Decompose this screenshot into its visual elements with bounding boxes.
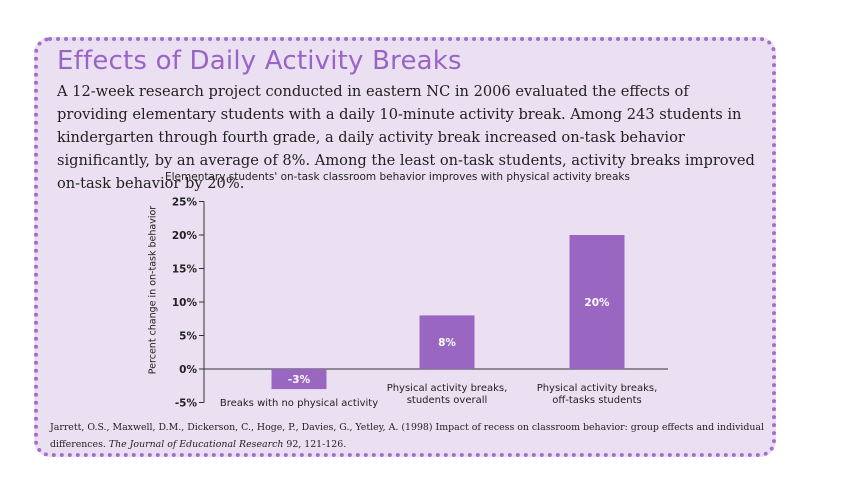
bar <box>271 369 327 390</box>
x-category-label: Breaks with no physical activity <box>220 398 378 409</box>
page-title: Effects of Daily Activity Breaks <box>57 46 462 76</box>
x-category-label: Physical activity breaks, <box>537 383 658 394</box>
x-category-label: Physical activity breaks, <box>387 383 508 394</box>
y-tick-label: 0% <box>179 364 197 376</box>
citation: Jarrett, O.S., Maxwell, D.M., Dickerson,… <box>50 419 770 453</box>
bar-value-label: 20% <box>584 297 610 309</box>
citation-details: 92, 121-126. <box>283 439 347 450</box>
x-category-label: off-tasks students <box>552 395 642 406</box>
info-card <box>34 37 776 457</box>
chart-title: Elementary students' on-task classroom b… <box>165 171 630 183</box>
y-tick-label: 10% <box>172 297 198 309</box>
bar <box>419 315 475 369</box>
y-tick-label: -5% <box>175 398 198 410</box>
bar <box>569 235 625 369</box>
y-tick-label: 5% <box>179 331 197 343</box>
y-tick-label: 25% <box>172 197 198 209</box>
y-tick-label: 15% <box>172 264 198 276</box>
citation-authors: Jarrett, O.S., Maxwell, D.M., Dickerson,… <box>50 422 765 450</box>
y-tick-label: 20% <box>172 230 198 242</box>
intro-paragraph: A 12-week research project conducted in … <box>57 83 755 192</box>
bar-value-label: 8% <box>438 337 456 349</box>
citation-journal: The Journal of Educational Research <box>108 439 284 450</box>
x-category-label: students overall <box>407 395 488 406</box>
bar-value-label: -3% <box>288 374 311 386</box>
